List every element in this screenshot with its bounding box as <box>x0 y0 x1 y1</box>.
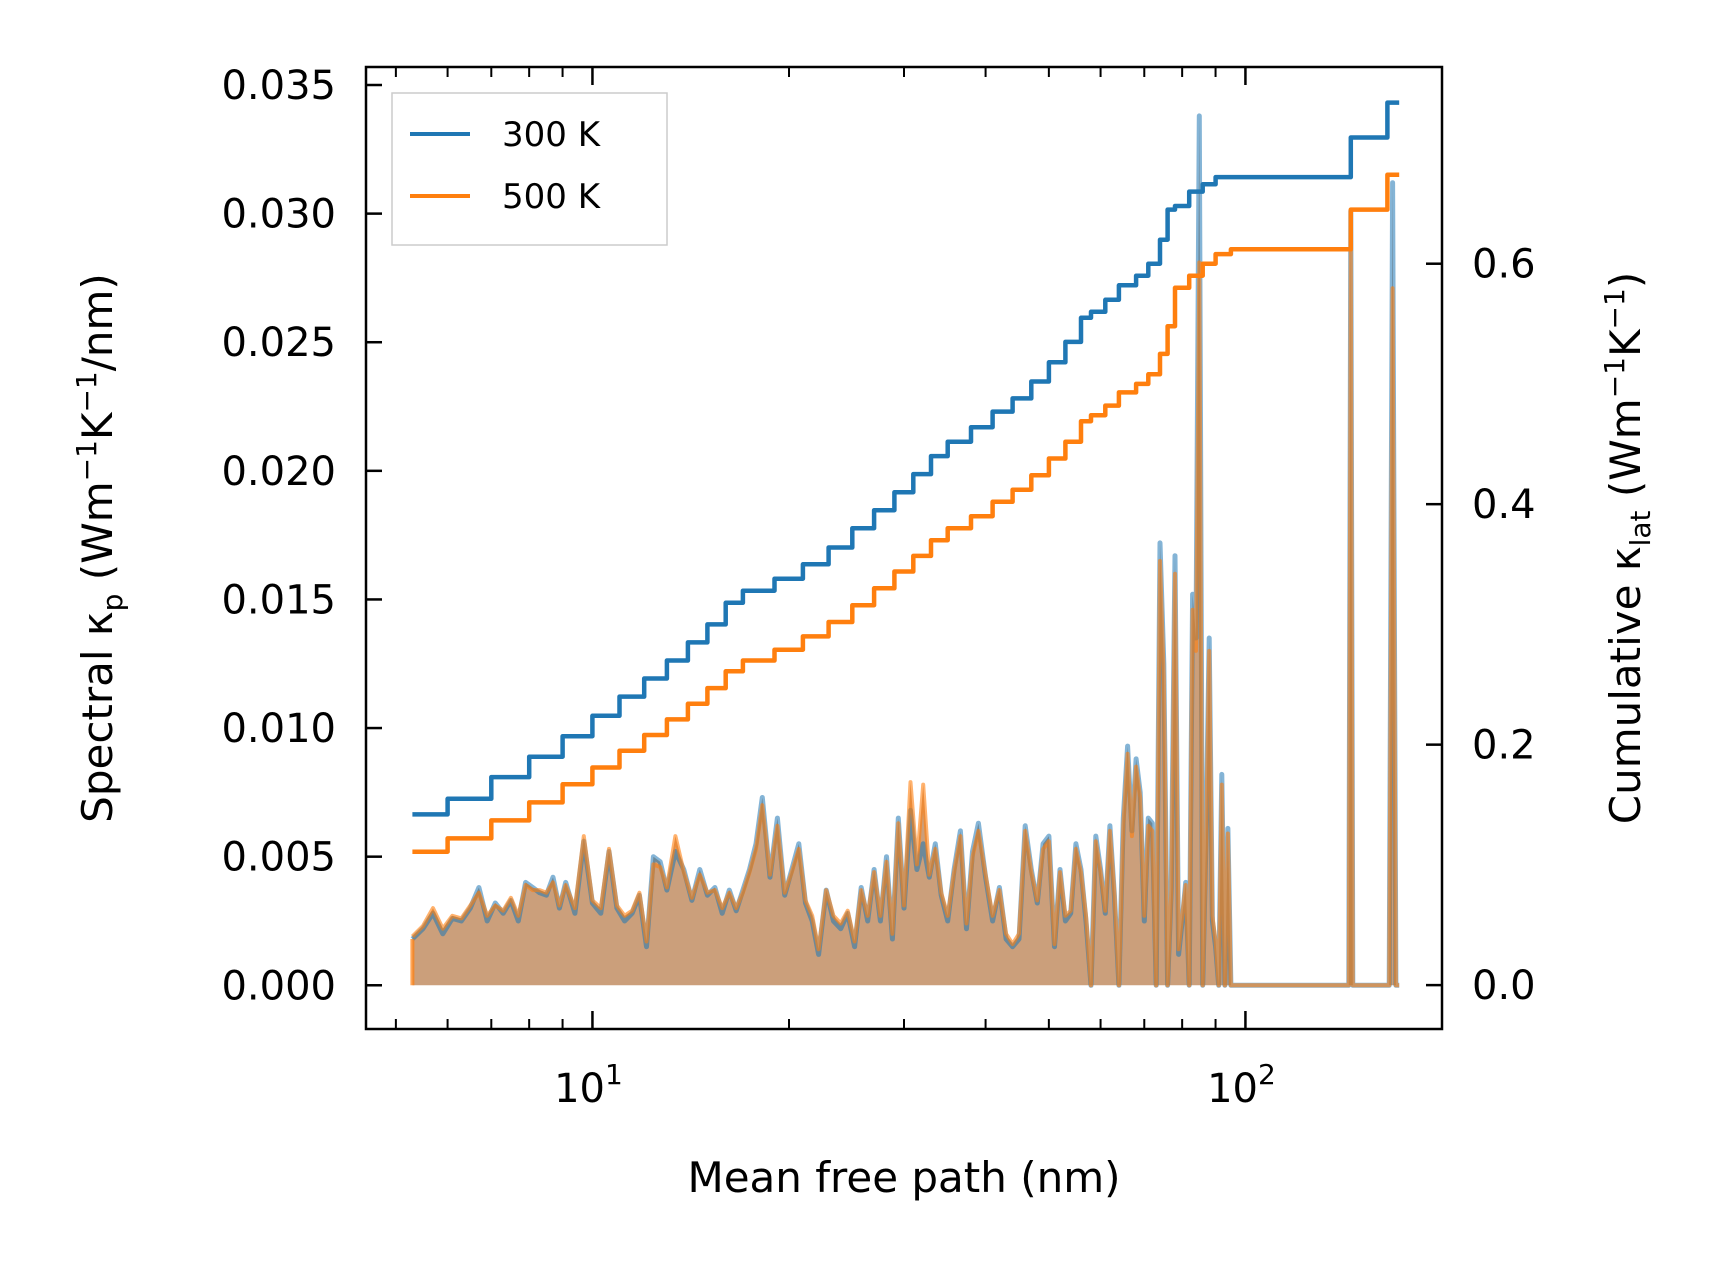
x-tick-label: 101 <box>554 1058 623 1112</box>
left-y-tick-label: 0.005 <box>221 835 336 881</box>
axes-layer: 0.000 0.005 0.010 0.015 0.020 0.025 0.030 0.035… <box>221 63 1535 1112</box>
x-axis-title: Mean free path (nm) <box>687 1153 1120 1202</box>
left-y-tick-label: 0.020 <box>221 449 336 495</box>
legend-label-500k: 500 K <box>502 177 602 217</box>
spectral-fill-layer <box>410 113 1400 988</box>
left-y-tick-label: 0.000 <box>221 963 336 1009</box>
left-y-tick-label: 0.030 <box>221 192 336 238</box>
series-lines-layer <box>412 100 1400 854</box>
left-y-tick-label: 0.035 <box>221 63 336 109</box>
legend-box <box>391 92 668 246</box>
right-y-tick-label: 0.4 <box>1472 482 1536 528</box>
cumulative-line-500k <box>412 172 1400 854</box>
x-tick-label: 102 <box>1207 1058 1276 1112</box>
spectral-line-500k <box>410 239 1400 988</box>
legend: 300 K 500 K <box>391 92 668 246</box>
legend-label-300k: 300 K <box>502 115 602 155</box>
left-y-tick-label: 0.015 <box>221 577 336 623</box>
cumulative-line-300k <box>412 100 1400 817</box>
right-y-axis-title: Cumulative κlat (Wm−1K−1) <box>1598 272 1657 824</box>
left-y-tick-label: 0.025 <box>221 320 336 366</box>
left-y-tick-label: 0.010 <box>221 706 336 752</box>
left-y-axis-title: Spectral κp (Wm−1K−1/nm) <box>70 273 129 823</box>
right-y-tick-label: 0.2 <box>1472 723 1536 769</box>
right-y-tick-label: 0.6 <box>1472 242 1536 288</box>
right-y-tick-label: 0.0 <box>1472 963 1536 1009</box>
